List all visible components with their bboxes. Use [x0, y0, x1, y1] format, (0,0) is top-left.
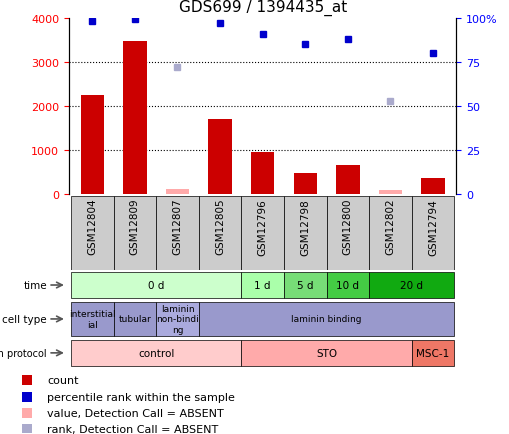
Text: GSM12800: GSM12800 — [342, 198, 352, 255]
Bar — [241, 273, 284, 298]
Text: laminin binding: laminin binding — [291, 315, 361, 324]
Text: GSM12802: GSM12802 — [385, 198, 394, 255]
Text: 20 d: 20 d — [400, 280, 422, 290]
Text: STO: STO — [316, 348, 336, 358]
Text: MSC-1: MSC-1 — [415, 348, 449, 358]
Bar — [156, 302, 199, 336]
Bar — [123, 42, 146, 194]
Bar — [208, 120, 231, 194]
Bar — [241, 196, 284, 270]
Bar — [250, 153, 274, 194]
Bar — [335, 166, 359, 194]
Bar — [114, 302, 156, 336]
Title: GDS699 / 1394435_at: GDS699 / 1394435_at — [178, 0, 346, 16]
Text: percentile rank within the sample: percentile rank within the sample — [47, 391, 234, 401]
Text: 1 d: 1 d — [254, 280, 270, 290]
Text: laminin
non-bindi
ng: laminin non-bindi ng — [156, 304, 199, 334]
Bar — [199, 302, 454, 336]
Bar — [326, 273, 369, 298]
Bar — [293, 173, 316, 194]
Bar — [165, 189, 189, 194]
Bar — [80, 95, 104, 194]
Bar — [369, 196, 411, 270]
Text: GSM12807: GSM12807 — [172, 198, 182, 255]
Bar — [241, 340, 411, 366]
Text: cell type: cell type — [2, 314, 47, 324]
Text: 5 d: 5 d — [296, 280, 313, 290]
Text: GSM12796: GSM12796 — [257, 198, 267, 255]
Text: GSM12804: GSM12804 — [87, 198, 97, 255]
Text: tubular: tubular — [118, 315, 151, 324]
Text: count: count — [47, 375, 78, 385]
Bar — [71, 196, 114, 270]
Text: GSM12805: GSM12805 — [215, 198, 224, 255]
Bar — [411, 196, 454, 270]
Text: GSM12809: GSM12809 — [130, 198, 139, 255]
Text: GSM12794: GSM12794 — [427, 198, 437, 255]
Bar — [71, 340, 241, 366]
Bar — [199, 196, 241, 270]
Text: control: control — [138, 348, 174, 358]
Bar — [284, 196, 326, 270]
Bar — [369, 273, 454, 298]
Bar — [420, 179, 444, 194]
Text: growth protocol: growth protocol — [0, 348, 47, 358]
Text: 0 d: 0 d — [148, 280, 164, 290]
Bar — [411, 340, 454, 366]
Text: time: time — [23, 280, 47, 290]
Bar — [326, 196, 369, 270]
Bar — [114, 196, 156, 270]
Bar — [71, 273, 241, 298]
Text: interstitial
ial: interstitial ial — [69, 309, 116, 329]
Text: value, Detection Call = ABSENT: value, Detection Call = ABSENT — [47, 408, 223, 418]
Bar — [378, 191, 402, 194]
Text: rank, Detection Call = ABSENT: rank, Detection Call = ABSENT — [47, 424, 218, 434]
Bar — [71, 302, 114, 336]
Bar — [284, 273, 326, 298]
Bar — [156, 196, 199, 270]
Text: 10 d: 10 d — [335, 280, 359, 290]
Text: GSM12798: GSM12798 — [300, 198, 309, 255]
